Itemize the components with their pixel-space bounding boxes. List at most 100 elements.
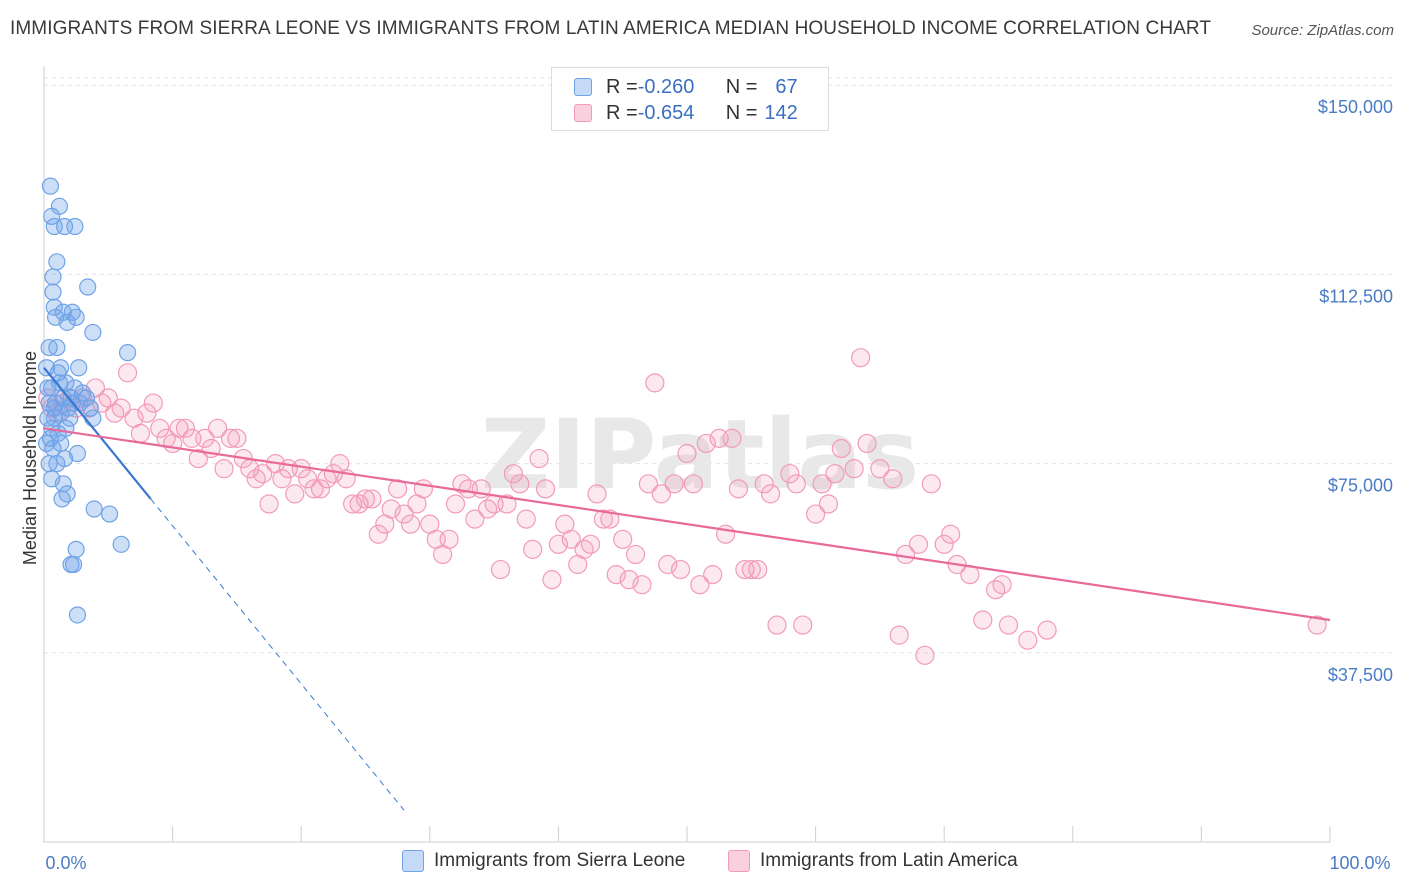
data-point: [45, 399, 63, 417]
data-point: [48, 253, 66, 271]
legend-n-value: 67: [775, 75, 798, 98]
x-tick-labels: 0.0% 100.0%: [45, 853, 1390, 873]
data-point: [516, 509, 536, 529]
data-point: [921, 474, 941, 494]
legend-swatch-blue: [574, 78, 592, 96]
data-point: [722, 428, 742, 448]
data-point: [490, 559, 511, 580]
data-point: [48, 338, 66, 357]
data-point: [64, 555, 83, 574]
data-point: [44, 268, 62, 286]
data-point: [362, 489, 382, 509]
data-point: [465, 509, 485, 529]
data-point: [368, 524, 388, 544]
data-point: [696, 433, 716, 454]
data-point: [844, 459, 864, 479]
data-point: [188, 448, 208, 469]
data-point: [703, 565, 723, 585]
data-point: [67, 540, 85, 558]
data-point: [150, 418, 170, 438]
data-point: [760, 484, 781, 504]
data-point: [349, 494, 369, 514]
data-point: [992, 575, 1012, 595]
data-point: [381, 499, 401, 519]
y-tick-label: $150,000: [1318, 97, 1393, 117]
data-point: [84, 323, 102, 342]
source-credit: Source: ZipAtlas.com: [1251, 22, 1394, 39]
data-point: [54, 303, 72, 321]
data-point: [580, 534, 601, 554]
data-point: [670, 559, 691, 580]
data-point: [118, 344, 137, 362]
legend-swatch-pink: [574, 104, 592, 122]
data-point: [41, 177, 60, 195]
data-point: [55, 449, 74, 468]
y-tick-label: $37,500: [1328, 665, 1393, 685]
data-point: [253, 464, 273, 484]
data-point: [111, 398, 131, 418]
data-point: [49, 364, 67, 382]
data-point: [272, 469, 292, 489]
data-point: [169, 418, 189, 438]
data-point: [452, 474, 472, 494]
data-point: [259, 494, 279, 514]
data-point: [38, 388, 58, 408]
data-point: [754, 474, 774, 494]
data-point: [497, 494, 517, 514]
data-point: [84, 409, 102, 427]
data-point: [130, 423, 151, 443]
data-point: [355, 489, 376, 509]
data-point: [728, 479, 749, 499]
bottom-legend-label: Immigrants from Sierra Leone: [434, 850, 686, 871]
trend-line-extension: [150, 498, 405, 811]
bottom-legend-label: Immigrants from Latin America: [760, 850, 1018, 871]
data-point: [857, 433, 877, 454]
data-point: [851, 348, 871, 368]
data-point: [143, 393, 163, 413]
data-point: [53, 490, 71, 508]
data-point: [227, 428, 247, 448]
data-point: [445, 494, 466, 514]
legend-n-label: N =: [725, 101, 758, 124]
data-point: [1018, 630, 1038, 650]
data-point: [220, 428, 241, 448]
data-point: [304, 479, 324, 499]
data-point: [915, 645, 935, 665]
legend-r-label: R =: [606, 75, 638, 98]
data-point: [561, 529, 581, 549]
series-latin-america: [38, 348, 1327, 665]
data-point: [523, 539, 543, 559]
data-point: [208, 418, 228, 438]
data-point: [394, 504, 414, 524]
data-point: [43, 207, 61, 225]
data-point: [285, 484, 305, 504]
data-point: [41, 429, 60, 447]
data-point: [818, 494, 839, 514]
data-point: [54, 475, 72, 493]
legend-r-label: R =: [606, 101, 638, 124]
data-point: [619, 570, 639, 590]
trend-line: [43, 367, 152, 500]
data-point: [55, 217, 74, 236]
data-point: [625, 544, 646, 565]
data-point: [600, 509, 620, 529]
data-point: [413, 479, 433, 499]
data-point: [343, 494, 363, 514]
data-point: [68, 444, 87, 463]
legend-n-label: N =: [725, 75, 758, 98]
data-point: [908, 534, 929, 554]
data-point: [100, 505, 119, 523]
data-point: [57, 419, 75, 437]
y-axis-label: Median Household Income: [20, 351, 40, 565]
data-point: [137, 403, 157, 423]
data-point: [388, 479, 408, 499]
data-point: [606, 565, 626, 585]
data-point: [767, 615, 787, 635]
data-point: [741, 559, 761, 580]
data-point: [786, 474, 806, 494]
bottom-legend-latin-america: Immigrants from Latin America: [728, 850, 1018, 872]
data-point: [941, 524, 961, 544]
data-point: [85, 500, 103, 518]
x-tick-label: 100.0%: [1329, 853, 1390, 873]
